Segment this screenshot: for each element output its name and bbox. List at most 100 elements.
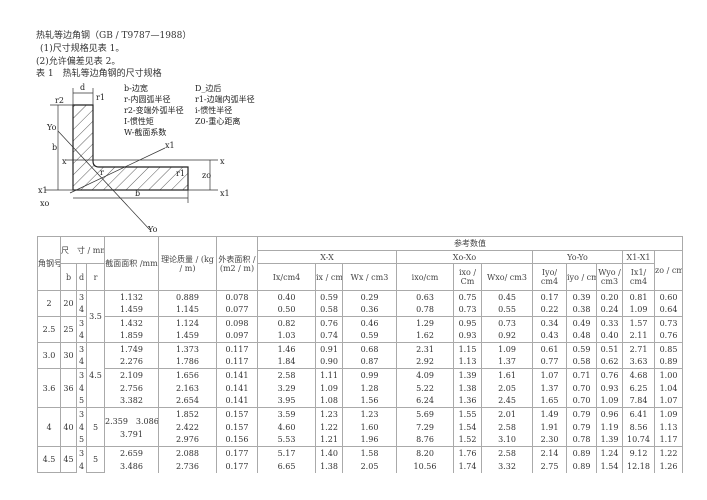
- cell-Iy0: 1.07: [532, 368, 567, 382]
- cell-Wx0: 3.32: [481, 459, 533, 473]
- label-r: r: [100, 168, 104, 177]
- cell-Wx: 0.68: [342, 342, 397, 356]
- header-d: d: [76, 263, 87, 291]
- cell-ix0: 2.31: [396, 342, 454, 356]
- cell-z0: 1.17: [654, 433, 683, 447]
- cell-Ix1: 2.11: [622, 329, 655, 343]
- cell-angle-no: 4.5: [37, 446, 61, 473]
- cell-angle-no: 2: [37, 290, 61, 317]
- cell-z0: 0.76: [654, 329, 683, 343]
- legend-z0: Z0-重心距离: [195, 117, 241, 126]
- cell-ix0: 7.29: [396, 420, 454, 434]
- cell-ix0: 1.62: [396, 329, 454, 343]
- cell-Wx0: 1.37: [481, 355, 533, 369]
- cell-d: 3: [76, 342, 87, 356]
- cell-iy0: 0.79: [566, 420, 597, 434]
- cell-ix0: 5.69: [396, 407, 454, 421]
- cell-Wx: 0.29: [342, 290, 397, 304]
- cell-Wx: 2.05: [342, 459, 397, 473]
- cell-Wy0: 1.09: [596, 394, 623, 408]
- header-angle-no: 角钢号数: [37, 236, 61, 291]
- cell-iy0: 0.48: [566, 329, 597, 343]
- cell-Wx: 1.56: [342, 394, 397, 408]
- cell-ix0-alt: 1.38: [453, 381, 482, 395]
- table-row: 3.0 30 3 4.5 1.749 1.373 0.117 1.46 0.91 0.68 2.31…: [37, 342, 683, 408]
- cell-surface: 0.141: [216, 381, 258, 395]
- header-mass: 理论质量 / (kg / m): [158, 236, 217, 291]
- cell-b: 40: [60, 407, 77, 447]
- cell-area: 2.109: [104, 368, 159, 382]
- header-x1-x1: X1-X1: [622, 250, 655, 264]
- cell-ix0-alt: 0.73: [453, 303, 482, 317]
- cell-Wx0: 2.58: [481, 420, 533, 434]
- cell-ix0-alt: 0.75: [453, 290, 482, 304]
- cell-area: 2.659: [104, 446, 159, 460]
- cell-area: 1.859: [104, 329, 159, 343]
- cell-Ix: 3.59: [257, 407, 316, 421]
- label-x1-axis: x1: [165, 141, 175, 150]
- cell-Ix: 1.03: [257, 329, 316, 343]
- table-row: 4 40 3 5 2.359 3.086 3.791 1.852 0.157 3.59 1.23 1…: [37, 407, 683, 447]
- cell-Wy0: 0.62: [596, 355, 623, 369]
- cell-r: 5: [86, 407, 105, 447]
- cell-d: 3: [76, 316, 87, 330]
- cell-Wx0: 3.10: [481, 433, 533, 447]
- angle-steel-spec-table: 角钢号数 尺 寸 / mm 截面面积 /mm 理论质量 / (kg / m) 外…: [37, 236, 683, 473]
- cell-surface: 0.156: [216, 433, 258, 447]
- label-y0-top: Yo: [46, 123, 57, 132]
- cell-ix0: 4.09: [396, 368, 454, 382]
- legend-D: D_边后: [195, 84, 222, 93]
- cell-Wx0: 0.92: [481, 329, 533, 343]
- document-heading: 热轧等边角钢（GB / T9787—1988）: [36, 31, 192, 41]
- cell-ix0: 2.92: [396, 355, 454, 369]
- cell-z0: 1.22: [654, 446, 683, 460]
- cell-ix0: 0.63: [396, 290, 454, 304]
- cell-d: 5: [76, 433, 87, 447]
- cell-ix: 0.58: [315, 303, 343, 317]
- cell-Ix1: 12.18: [622, 459, 655, 473]
- cell-ix0: 5.22: [396, 381, 454, 395]
- cell-Ix: 3.95: [257, 394, 316, 408]
- cell-area: 2.756: [104, 381, 159, 395]
- cell-b: 45: [60, 446, 77, 473]
- cell-z0: 0.85: [654, 342, 683, 356]
- legend-r: r-内圆弧半径: [124, 95, 171, 104]
- label-r1-corner: r1: [176, 169, 185, 178]
- cell-Wx0: 0.45: [481, 290, 533, 304]
- cell-Wx: 0.46: [342, 316, 397, 330]
- cell-ix0: 6.24: [396, 394, 454, 408]
- cell-iy0: 0.38: [566, 303, 597, 317]
- cell-Wx0: 1.61: [481, 368, 533, 382]
- cell-z0: 1.13: [654, 420, 683, 434]
- cell-Ix1: 7.84: [622, 394, 655, 408]
- cell-Wy0: 0.51: [596, 342, 623, 356]
- cell-Ix1: 1.57: [622, 316, 655, 330]
- cell-mass: 2.736: [158, 459, 217, 473]
- cell-ix0-alt: 1.76: [453, 446, 482, 460]
- cell-b: 25: [60, 316, 77, 343]
- cell-d: 5: [76, 394, 87, 408]
- cell-ix: 1.40: [315, 446, 343, 460]
- cell-surface: 0.157: [216, 420, 258, 434]
- cell-ix0-alt: 0.95: [453, 316, 482, 330]
- cell-b: 36: [60, 368, 77, 408]
- cell-surface: 0.078: [216, 290, 258, 304]
- label-x-right: x: [220, 157, 225, 166]
- header-iy0: iyo / cm: [566, 263, 597, 291]
- cell-d: 4: [76, 420, 87, 434]
- header-ix0-alt: ixo / Cm: [453, 263, 482, 291]
- cell-Wx: 0.59: [342, 329, 397, 343]
- header-area: 截面面积 /mm: [104, 236, 159, 291]
- label-x-left: x: [62, 157, 67, 166]
- cell-ix0-alt: 1.74: [453, 459, 482, 473]
- cell-Iy0: 0.22: [532, 303, 567, 317]
- cell-Iy0: 0.61: [532, 342, 567, 356]
- cell-Ix1: 9.12: [622, 446, 655, 460]
- cell-ix0-alt: 1.39: [453, 368, 482, 382]
- cell-Ix1: 3.63: [622, 355, 655, 369]
- header-ix0: ixo/cm: [396, 263, 454, 291]
- cell-mass: 2.422: [158, 420, 217, 434]
- cell-surface: 0.141: [216, 394, 258, 408]
- cell-angle-no: 4: [37, 407, 61, 447]
- cell-z0: 0.64: [654, 303, 683, 317]
